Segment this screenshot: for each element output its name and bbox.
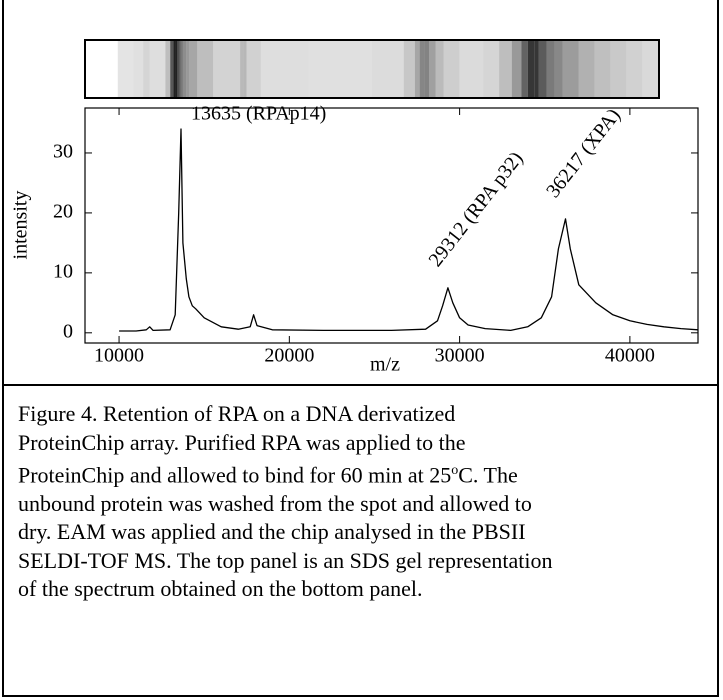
gel-band (538, 41, 547, 97)
gel-band (180, 41, 183, 97)
y-axis-label: intensity (10, 191, 32, 260)
gel-band (483, 41, 500, 97)
gel-band (546, 41, 555, 97)
spectrum-line (119, 128, 699, 332)
caption-line: SELDI-TOF MS. The top panel is an SDS ge… (18, 547, 553, 573)
peak-annotation: 29312 (RPA p32) (424, 148, 527, 271)
gel-band (146, 41, 150, 97)
gel-band (182, 41, 187, 97)
gel-band (511, 41, 522, 97)
caption-line: Figure 4. Retention of RPA on a DNA deri… (18, 401, 456, 426)
gel-band (578, 41, 595, 97)
caption-text: ProteinChip and allowed to bind for 60 m… (18, 462, 452, 488)
superscript: o (451, 463, 459, 478)
chart: m/z intensity 0 10 20 30 10000 20000 30000 4000… (10, 39, 699, 376)
gel-band (189, 41, 198, 97)
caption: Figure 4. Retention of RPA on a DNA deri… (2, 384, 719, 697)
peak-annotation: 36217 (XPA) (542, 105, 625, 202)
gel-band (229, 41, 241, 97)
gel-band (499, 41, 512, 97)
caption-line: ProteinChip array. Purified RPA was appl… (18, 429, 466, 455)
gel-band (610, 41, 627, 97)
gel-band (213, 41, 229, 97)
gel-band (403, 41, 415, 97)
gel-band (419, 41, 425, 97)
gel-band (424, 41, 430, 97)
y-tick-label: 0 (63, 320, 73, 342)
y-tick-label: 10 (53, 260, 73, 282)
gel-band (178, 41, 181, 97)
gel-band (372, 41, 404, 97)
gel-band (197, 41, 214, 97)
gel-band (594, 41, 611, 97)
x-tick-label: 10000 (94, 345, 144, 367)
gel-band (626, 41, 643, 97)
caption-line: ProteinChip and allowed to bind for 60 m… (18, 457, 703, 490)
x-tick-label: 20000 (264, 345, 314, 367)
gel-band (554, 41, 563, 97)
gel-band (527, 41, 535, 97)
gel-band (260, 41, 309, 97)
gel-band (459, 41, 484, 97)
gel-band (177, 41, 179, 97)
gel-band (165, 41, 171, 97)
gel-band (435, 41, 444, 97)
gel-band (414, 41, 420, 97)
gel-band (133, 41, 144, 97)
gel-band (149, 41, 166, 97)
gel-band (308, 41, 372, 97)
gel-band (443, 41, 460, 97)
gel-band (642, 41, 658, 97)
x-tick-label: 30000 (435, 345, 485, 367)
gel-band (170, 41, 174, 97)
gel-band (534, 41, 539, 97)
gel-band (521, 41, 528, 97)
gel-band (562, 41, 579, 97)
plot-frame (84, 107, 699, 344)
caption-line: of the spectrum obtained on the bottom p… (18, 576, 423, 602)
peak-annotation: 13635 (RPAp14) (191, 103, 326, 125)
gel-strip (117, 41, 658, 97)
gel-band (186, 41, 190, 97)
gel-band (173, 41, 176, 97)
caption-text: C. The (458, 462, 518, 488)
x-axis-label: m/z (370, 354, 400, 376)
y-tick-label: 30 (53, 141, 73, 163)
gel-band (117, 41, 134, 97)
caption-line: dry. EAM was applied and the chip analys… (18, 519, 526, 545)
gel-band (143, 41, 147, 97)
gel-band (429, 41, 436, 97)
x-tick-label: 40000 (605, 345, 655, 367)
y-tick-label: 20 (53, 201, 73, 223)
gel-band (240, 41, 244, 97)
gel-band (246, 41, 261, 97)
gel-band (243, 41, 247, 97)
caption-line: unbound protein was washed from the spot… (18, 490, 532, 516)
gel-band (175, 41, 178, 97)
